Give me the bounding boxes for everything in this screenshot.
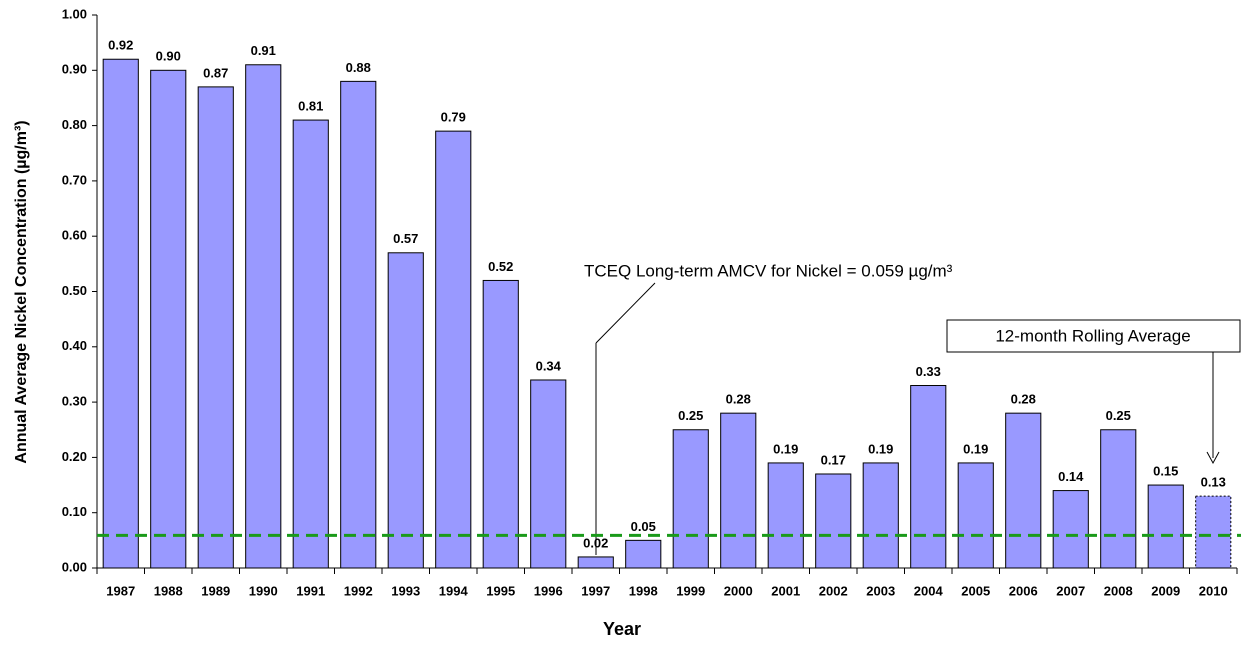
y-tick-label: 0.70 xyxy=(62,172,87,187)
value-label: 0.34 xyxy=(536,358,562,373)
x-tick-label: 1994 xyxy=(439,583,469,598)
bar xyxy=(245,64,282,569)
bar xyxy=(292,119,329,569)
x-tick-label: 1987 xyxy=(106,583,135,598)
bar xyxy=(1052,490,1089,569)
x-tick-label: 2001 xyxy=(771,583,800,598)
value-label: 0.02 xyxy=(583,535,608,550)
x-tick-label: 2000 xyxy=(724,583,753,598)
bar xyxy=(577,556,614,569)
x-tick-label: 1996 xyxy=(534,583,563,598)
bar xyxy=(482,279,519,569)
bar xyxy=(1100,429,1137,569)
value-label: 0.14 xyxy=(1058,469,1084,484)
value-label: 0.57 xyxy=(393,231,418,246)
x-tick-label: 2005 xyxy=(961,583,990,598)
y-tick-label: 0.10 xyxy=(62,504,87,519)
x-tick-label: 1988 xyxy=(154,583,183,598)
value-label: 0.87 xyxy=(203,65,228,80)
annotation: 12-month Rolling Average xyxy=(995,326,1190,345)
bar xyxy=(625,539,662,569)
y-tick-label: 0.30 xyxy=(62,394,87,409)
bar xyxy=(1147,484,1184,569)
arrow-head xyxy=(1206,451,1220,465)
bar xyxy=(862,462,899,569)
bar xyxy=(815,473,852,569)
x-tick-label: 2009 xyxy=(1151,583,1180,598)
value-label: 0.17 xyxy=(821,452,846,467)
bar xyxy=(387,252,424,569)
y-tick-label: 0.50 xyxy=(62,283,87,298)
y-tick-label: 0.80 xyxy=(62,117,87,132)
x-tick-label: 1990 xyxy=(249,583,278,598)
bar xyxy=(720,412,757,569)
x-tick-label: 1993 xyxy=(391,583,420,598)
value-label: 0.25 xyxy=(1106,408,1131,423)
bar xyxy=(435,130,472,569)
bar xyxy=(150,69,187,569)
bar xyxy=(340,80,377,569)
value-label: 0.28 xyxy=(1011,392,1036,407)
value-label: 0.25 xyxy=(678,408,703,423)
bar xyxy=(957,462,994,569)
y-axis-title: Annual Average Nickel Concentration (µg/… xyxy=(13,120,30,463)
y-tick-label: 0.60 xyxy=(62,228,87,243)
x-tick-label: 2006 xyxy=(1009,583,1038,598)
value-label: 0.88 xyxy=(346,60,371,75)
bar xyxy=(1195,495,1232,569)
value-label: 0.19 xyxy=(868,441,893,456)
y-tick-label: 1.00 xyxy=(62,6,87,21)
annotation: TCEQ Long-term AMCV for Nickel = 0.059 µ… xyxy=(584,261,953,280)
bar xyxy=(1005,412,1042,569)
bar xyxy=(197,86,234,569)
y-tick-label: 0.90 xyxy=(62,62,87,77)
x-tick-label: 2008 xyxy=(1104,583,1133,598)
bar xyxy=(910,385,947,569)
x-tick-label: 2002 xyxy=(819,583,848,598)
bar xyxy=(530,379,567,569)
value-label: 0.33 xyxy=(916,364,941,379)
value-label: 0.13 xyxy=(1201,475,1226,490)
x-tick-label: 1999 xyxy=(676,583,705,598)
x-tick-label: 2007 xyxy=(1056,583,1085,598)
value-label: 0.19 xyxy=(773,441,798,456)
y-tick-label: 0.40 xyxy=(62,338,87,353)
value-label: 0.81 xyxy=(298,99,323,114)
x-tick-label: 1991 xyxy=(296,583,325,598)
value-label: 0.79 xyxy=(441,110,466,125)
bar xyxy=(672,429,709,569)
value-label: 0.92 xyxy=(108,38,133,53)
x-tick-label: 1992 xyxy=(344,583,373,598)
value-label: 0.15 xyxy=(1153,463,1178,478)
annotation-box xyxy=(946,319,1241,353)
x-tick-label: 2010 xyxy=(1199,583,1228,598)
value-label: 0.91 xyxy=(251,43,276,58)
value-label: 0.05 xyxy=(631,519,656,534)
x-tick-label: 1989 xyxy=(201,583,230,598)
bar xyxy=(767,462,804,569)
x-tick-label: 1997 xyxy=(581,583,610,598)
value-label: 0.90 xyxy=(156,49,181,64)
y-tick-label: 0.20 xyxy=(62,449,87,464)
y-tick-label: 0.00 xyxy=(62,559,87,574)
x-tick-label: 2004 xyxy=(914,583,944,598)
value-label: 0.28 xyxy=(726,392,751,407)
leader-line xyxy=(595,282,656,344)
x-tick-label: 1995 xyxy=(486,583,515,598)
x-axis-title: Year xyxy=(603,619,641,639)
value-label: 0.19 xyxy=(963,441,988,456)
x-tick-label: 1998 xyxy=(629,583,658,598)
x-tick-label: 2003 xyxy=(866,583,895,598)
value-label: 0.52 xyxy=(488,259,513,274)
bar xyxy=(102,58,139,569)
